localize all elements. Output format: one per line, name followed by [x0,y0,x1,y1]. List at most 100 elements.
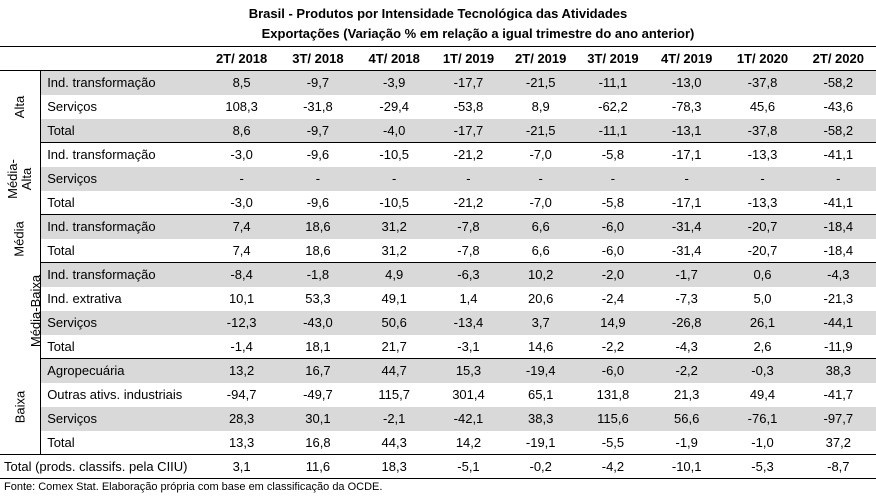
table-row: Média- Alta Ind. transformação -3,0 -9,6 -10,… [0,142,876,215]
value-cell: - [800,166,876,191]
value-cell: -6,0 [576,214,650,239]
value-cell: 18,6 [279,238,357,263]
row-label: Serviços [40,166,204,191]
value-cell: 44,7 [356,358,433,383]
value-cell: 18,1 [279,334,357,359]
group-label: Baixa [0,358,42,455]
value-cell: -21,3 [823,291,854,306]
group-label: Média- Alta [0,142,42,215]
value-cell: 38,3 [504,406,577,431]
grand-total-value: -8,7 [800,454,876,479]
value-cell: -3,1 [432,334,505,359]
value-cell: -94,7 [226,387,257,402]
row-label: Ind. transformação [47,147,156,163]
value-cell: -7,0 [529,147,552,163]
value-cell: -76,1 [724,406,801,431]
value-cell: -17,7 [432,118,505,143]
value-cell: -43,6 [823,99,854,114]
value-cell: -2,2 [576,334,650,359]
group-label-text: Baixa [12,390,28,424]
row-label: Ind. transformação [40,262,204,287]
row-label: Ind. transformação [40,70,204,95]
table-row: Total 7,4 18,6 31,2 -7,8 6,6 -6,0 -31,4 -20,7 -18… [0,238,876,263]
value-cell: -2,1 [356,406,433,431]
value-cell: -5,8 [576,190,650,215]
value-cell: - [504,166,577,191]
row-label: Total [40,430,204,455]
value-cell: -4,0 [356,118,433,143]
value-cell: -13,3 [724,190,801,215]
table-row: Outras ativs. industriais -94,7 -49,7 115,7… [0,383,876,407]
table-row: Total -1,4 18,1 21,7 -3,1 14,6 -2,2 -4,3 2,6 -11,… [0,334,876,359]
row-label: Ind. transformação [40,214,204,239]
column-header: 3T/ 2018 [279,46,357,71]
value-cell: 301,4 [452,387,485,402]
row-label: Ind. extrativa [47,291,122,306]
group-label: Média [0,214,42,263]
value-cell: 10,1 [228,291,255,306]
value-cell: -31,4 [649,214,725,239]
value-cell: -19,4 [504,358,577,383]
value-cell: 3,7 [504,310,577,335]
value-cell: -18,4 [800,214,876,239]
table-row: Total 8,6 -9,7 -4,0 -17,7 -21,5 -11,1 -13,1 -37,… [0,118,876,143]
header-row: 2T/ 2018 3T/ 2018 4T/ 2018 1T/ 2019 2T/ 2019… [0,46,876,71]
table-title: Brasil - Produtos por Intensidade Tecnol… [248,6,628,21]
group-label: Média-Baixa [0,262,42,359]
grand-total-label: Total (prods. classifs. pela CIIU) [0,454,204,479]
value-cell: -5,8 [601,147,625,163]
value-cell: 14,2 [432,430,505,455]
value-cell: 4,9 [356,262,433,287]
value-cell: 30,1 [279,406,357,431]
value-cell: -9,7 [279,70,357,95]
table-row: Total -3,0 -9,6 -10,5 -21,2 -7,0 -5,8 -17,1 -13,… [0,190,876,215]
value-cell: -58,2 [800,118,876,143]
value-cell: 20,6 [528,291,554,306]
table-row: Serviços - - - - - - - - - [0,166,876,191]
grand-total-value: 18,3 [356,454,433,479]
value-cell: 16,8 [279,430,357,455]
value-cell: 44,3 [356,430,433,455]
group-label-text: Média- Alta [5,158,35,199]
row-label: Total [40,238,204,263]
table-row: Média Ind. transformação 7,4 18,6 31,2 -7,8 6,… [0,214,876,263]
value-cell: 8,6 [203,118,280,143]
value-cell: -0,3 [724,358,801,383]
value-cell: 8,5 [203,70,280,95]
grand-total-row: Total (prods. classifs. pela CIIU) 3,1 11,… [0,454,876,479]
table-row: Ind. extrativa 10,1 53,3 49,1 1,4 20,6 -2,4 -7,… [0,287,876,311]
value-cell: -5,5 [576,430,650,455]
row-label: Serviços [40,310,204,335]
value-cell: - [576,166,650,191]
value-cell: 16,7 [279,358,357,383]
value-cell: -20,7 [724,214,801,239]
value-cell: -41,1 [800,190,876,215]
value-cell: -78,3 [671,99,702,114]
value-cell: -13,3 [747,147,778,163]
value-cell: 31,2 [356,238,433,263]
value-cell: -21,5 [504,70,577,95]
value-cell: -1,0 [724,430,801,455]
value-cell: 0,6 [724,262,801,287]
value-cell: 26,1 [724,310,801,335]
value-cell: 18,6 [279,214,357,239]
value-cell: -8,4 [203,262,280,287]
value-cell: -7,8 [432,238,505,263]
value-cell: -11,1 [576,70,650,95]
row-label: Agropecuária [40,358,204,383]
value-cell: - [649,166,725,191]
value-cell: -41,7 [823,387,854,402]
value-cell: 31,2 [356,214,433,239]
grand-total-value: 3,1 [203,454,280,479]
value-cell: -10,5 [379,147,410,163]
value-cell: -2,2 [649,358,725,383]
export-variation-table: 2T/ 2018 3T/ 2018 4T/ 2018 1T/ 2019 2T/ 2019… [0,46,876,479]
value-cell: 1,4 [459,291,478,306]
value-cell: -12,3 [203,310,280,335]
group-label-text: Alta [12,96,28,119]
value-cell: -1,8 [279,262,357,287]
value-cell: 65,1 [528,387,554,402]
value-cell: -43,0 [279,310,357,335]
value-cell: -4,3 [800,262,876,287]
